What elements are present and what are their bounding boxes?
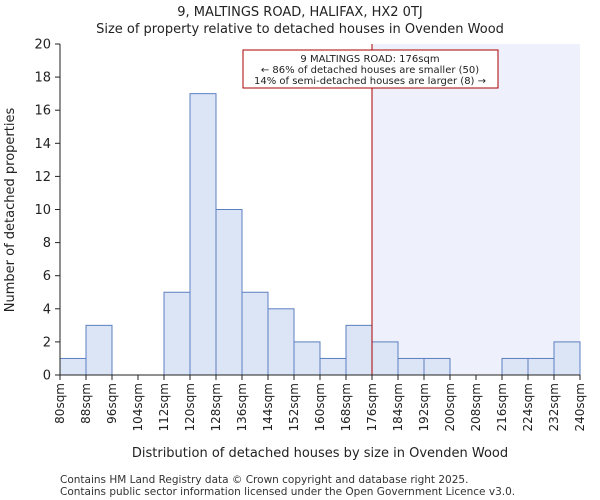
y-tick-label: 8 [43,236,51,251]
bar-224sqm [527,357,555,376]
bar-192sqm [423,357,451,376]
y-tick-label: 4 [43,302,51,317]
bars-group [59,93,581,376]
x-tick-label: 184sqm [391,383,405,431]
bar-88sqm [85,324,113,376]
annotation-line2: ← 86% of detached houses are smaller (50… [261,65,479,76]
annotation-line1: 9 MALTINGS ROAD: 176sqm [300,54,439,65]
bar-160sqm [319,357,347,376]
bar-176sqm [371,341,399,376]
y-tick-label: 12 [34,170,51,185]
chart-title-line2: Size of property relative to detached ho… [96,22,504,37]
x-axis-ticks: 80sqm 88sqm 96sqm 104sqm 112sqm 120sqm 128sqm 1… [53,375,587,431]
bar-216sqm [501,357,529,376]
y-tick-label: 16 [34,104,51,119]
x-tick-label: 232sqm [547,383,561,431]
annotation-line3: 14% of semi-detached houses are larger (… [254,76,486,87]
y-tick-label: 18 [34,71,51,86]
y-tick-label: 6 [43,269,51,284]
y-tick-label: 10 [34,203,51,218]
footer-licence: Contains public sector information licen… [60,486,515,498]
x-tick-label: 224sqm [521,383,535,431]
bar-152sqm [293,341,321,376]
bar-80sqm [59,357,87,376]
y-axis-ticks: 0 2 4 6 8 10 12 14 16 18 20 [34,38,60,384]
annotation-box [242,49,499,89]
x-tick-label: 112sqm [157,383,171,431]
x-tick-label: 240sqm [573,383,587,431]
y-tick-label: 14 [34,137,51,152]
bar-128sqm [215,209,243,376]
footer-copyright: Contains HM Land Registry data © Crown c… [60,474,468,486]
x-tick-label: 96sqm [105,383,119,424]
bar-136sqm [241,291,269,376]
x-tick-label: 104sqm [131,383,145,431]
y-tick-label: 20 [34,38,51,53]
x-tick-label: 160sqm [313,383,327,431]
x-tick-label: 136sqm [235,383,249,431]
chart-title-line1: 9, MALTINGS ROAD, HALIFAX, HX2 0TJ [177,5,422,20]
y-tick-label: 2 [43,335,51,350]
y-tick-label: 0 [43,369,51,384]
x-tick-label: 120sqm [183,383,197,431]
x-tick-label: 200sqm [443,383,457,431]
x-tick-label: 88sqm [79,383,93,424]
bar-168sqm [345,324,373,376]
larger-than-property-region [372,44,580,375]
x-tick-label: 208sqm [469,383,483,431]
x-tick-label: 176sqm [365,383,379,431]
bar-232sqm [553,341,581,376]
x-tick-label: 192sqm [417,383,431,431]
x-tick-label: 144sqm [261,383,275,431]
x-tick-label: 80sqm [53,383,67,424]
bar-120sqm [189,93,217,376]
x-tick-label: 168sqm [339,383,353,431]
x-tick-label: 128sqm [209,383,223,431]
bar-144sqm [267,308,295,376]
x-axis-label: Distribution of detached houses by size … [132,446,508,461]
x-tick-label: 152sqm [287,383,301,431]
bar-112sqm [163,291,191,376]
y-axis-label: Number of detached properties [3,108,18,313]
x-tick-label: 216sqm [495,383,509,431]
bar-184sqm [397,357,425,376]
